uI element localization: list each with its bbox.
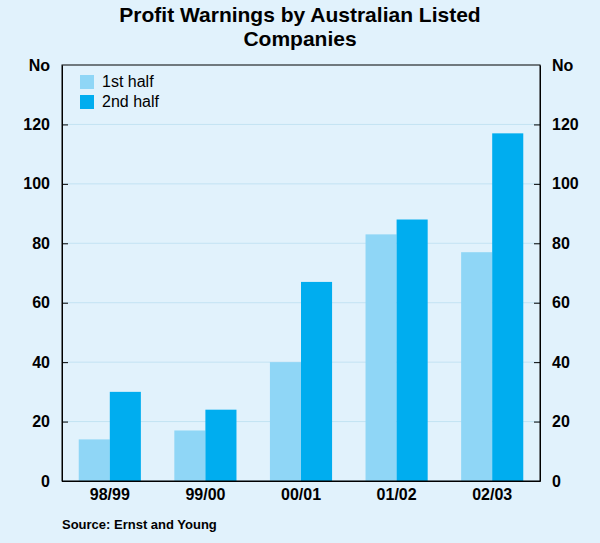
tick-label: 99/00 [185, 486, 225, 503]
legend: 1st half 2nd half [80, 73, 159, 110]
tick: 99/00 [185, 481, 225, 503]
tick-mark [534, 362, 540, 363]
tick-mark [534, 184, 540, 185]
axis-label: No [552, 57, 574, 74]
plot: 0 20 40 60 80 100 120 0 20 40 60 80 100 120 98/99 99/00… [23, 57, 579, 503]
tick-label: 120 [23, 116, 50, 133]
tick-label: 02/03 [472, 486, 512, 503]
tick-label: 20 [552, 413, 570, 430]
tick: 01/02 [377, 481, 417, 503]
tick-mark [62, 362, 68, 363]
bar [79, 439, 110, 481]
tick-mark [62, 243, 68, 244]
tick-label: 60 [552, 294, 570, 311]
tick-mark [62, 303, 68, 304]
tick-mark [534, 124, 540, 125]
axis-label: No [29, 57, 51, 74]
tick-label: 98/99 [90, 486, 130, 503]
bar [270, 362, 301, 481]
tick-label: 80 [552, 235, 570, 252]
bar [492, 133, 523, 481]
tick: 80 [32, 235, 68, 252]
tick-label: 60 [32, 294, 50, 311]
legend-item: 1st half [80, 73, 154, 90]
background [0, 0, 600, 543]
bar [366, 234, 397, 481]
tick-label: 00/01 [281, 486, 321, 503]
tick-label: 100 [23, 175, 50, 192]
tick: 40 [534, 354, 570, 371]
legend-label: 1st half [102, 73, 154, 90]
chart: Profit Warnings by Australian ListedComp… [0, 0, 600, 543]
grid-line [62, 183, 540, 184]
bar [397, 220, 428, 481]
tick-mark [534, 243, 540, 244]
tick-label: 40 [552, 354, 570, 371]
tick: 60 [534, 294, 570, 311]
bar [174, 430, 205, 481]
bar [301, 282, 332, 481]
tick: 20 [534, 413, 570, 430]
axis-line [540, 66, 541, 482]
tick: 00/01 [281, 481, 321, 503]
grid [62, 124, 540, 481]
series [79, 234, 492, 481]
tick: 100 [534, 175, 579, 192]
tick: 60 [32, 294, 68, 311]
legend-item: 2nd half [80, 93, 159, 110]
tick: 80 [534, 235, 570, 252]
tick-mark [534, 303, 540, 304]
series [110, 133, 523, 481]
title: Profit Warnings by Australian ListedComp… [119, 3, 480, 50]
axis: 98/99 99/00 00/01 01/02 02/03 [63, 481, 541, 503]
tick-label: 0 [552, 473, 561, 490]
tick: 120 [23, 116, 68, 133]
tick-mark [62, 184, 68, 185]
grid-line [62, 124, 540, 125]
source: Source: Ernst and Young [62, 517, 217, 532]
tick-label: 01/02 [377, 486, 417, 503]
tick-label: 100 [552, 175, 579, 192]
axis-line [63, 481, 541, 482]
bar [205, 410, 236, 481]
bar [461, 252, 492, 481]
tick-mark [534, 422, 540, 423]
tick: 40 [32, 354, 68, 371]
tick-label: 80 [32, 235, 50, 252]
tick: 20 [32, 413, 68, 430]
tick: 120 [534, 116, 579, 133]
axis: 0 20 40 60 80 100 120 [23, 66, 68, 490]
legend-swatch [80, 75, 94, 89]
tick-mark [62, 422, 68, 423]
axis: 0 20 40 60 80 100 120 [534, 66, 579, 490]
tick-mark [62, 124, 68, 125]
bar [110, 392, 141, 481]
tick-label: 20 [32, 413, 50, 430]
tick: 98/99 [90, 481, 130, 503]
axis-line [62, 66, 63, 482]
bars [79, 133, 524, 481]
legend-swatch [80, 95, 94, 109]
tick-label: 40 [32, 354, 50, 371]
tick: 02/03 [472, 481, 512, 503]
frame [62, 65, 540, 481]
tick-label: 120 [552, 116, 579, 133]
tick: 100 [23, 175, 68, 192]
legend-label: 2nd half [102, 93, 159, 110]
tick-label: 0 [41, 473, 50, 490]
grid-line [62, 243, 540, 244]
